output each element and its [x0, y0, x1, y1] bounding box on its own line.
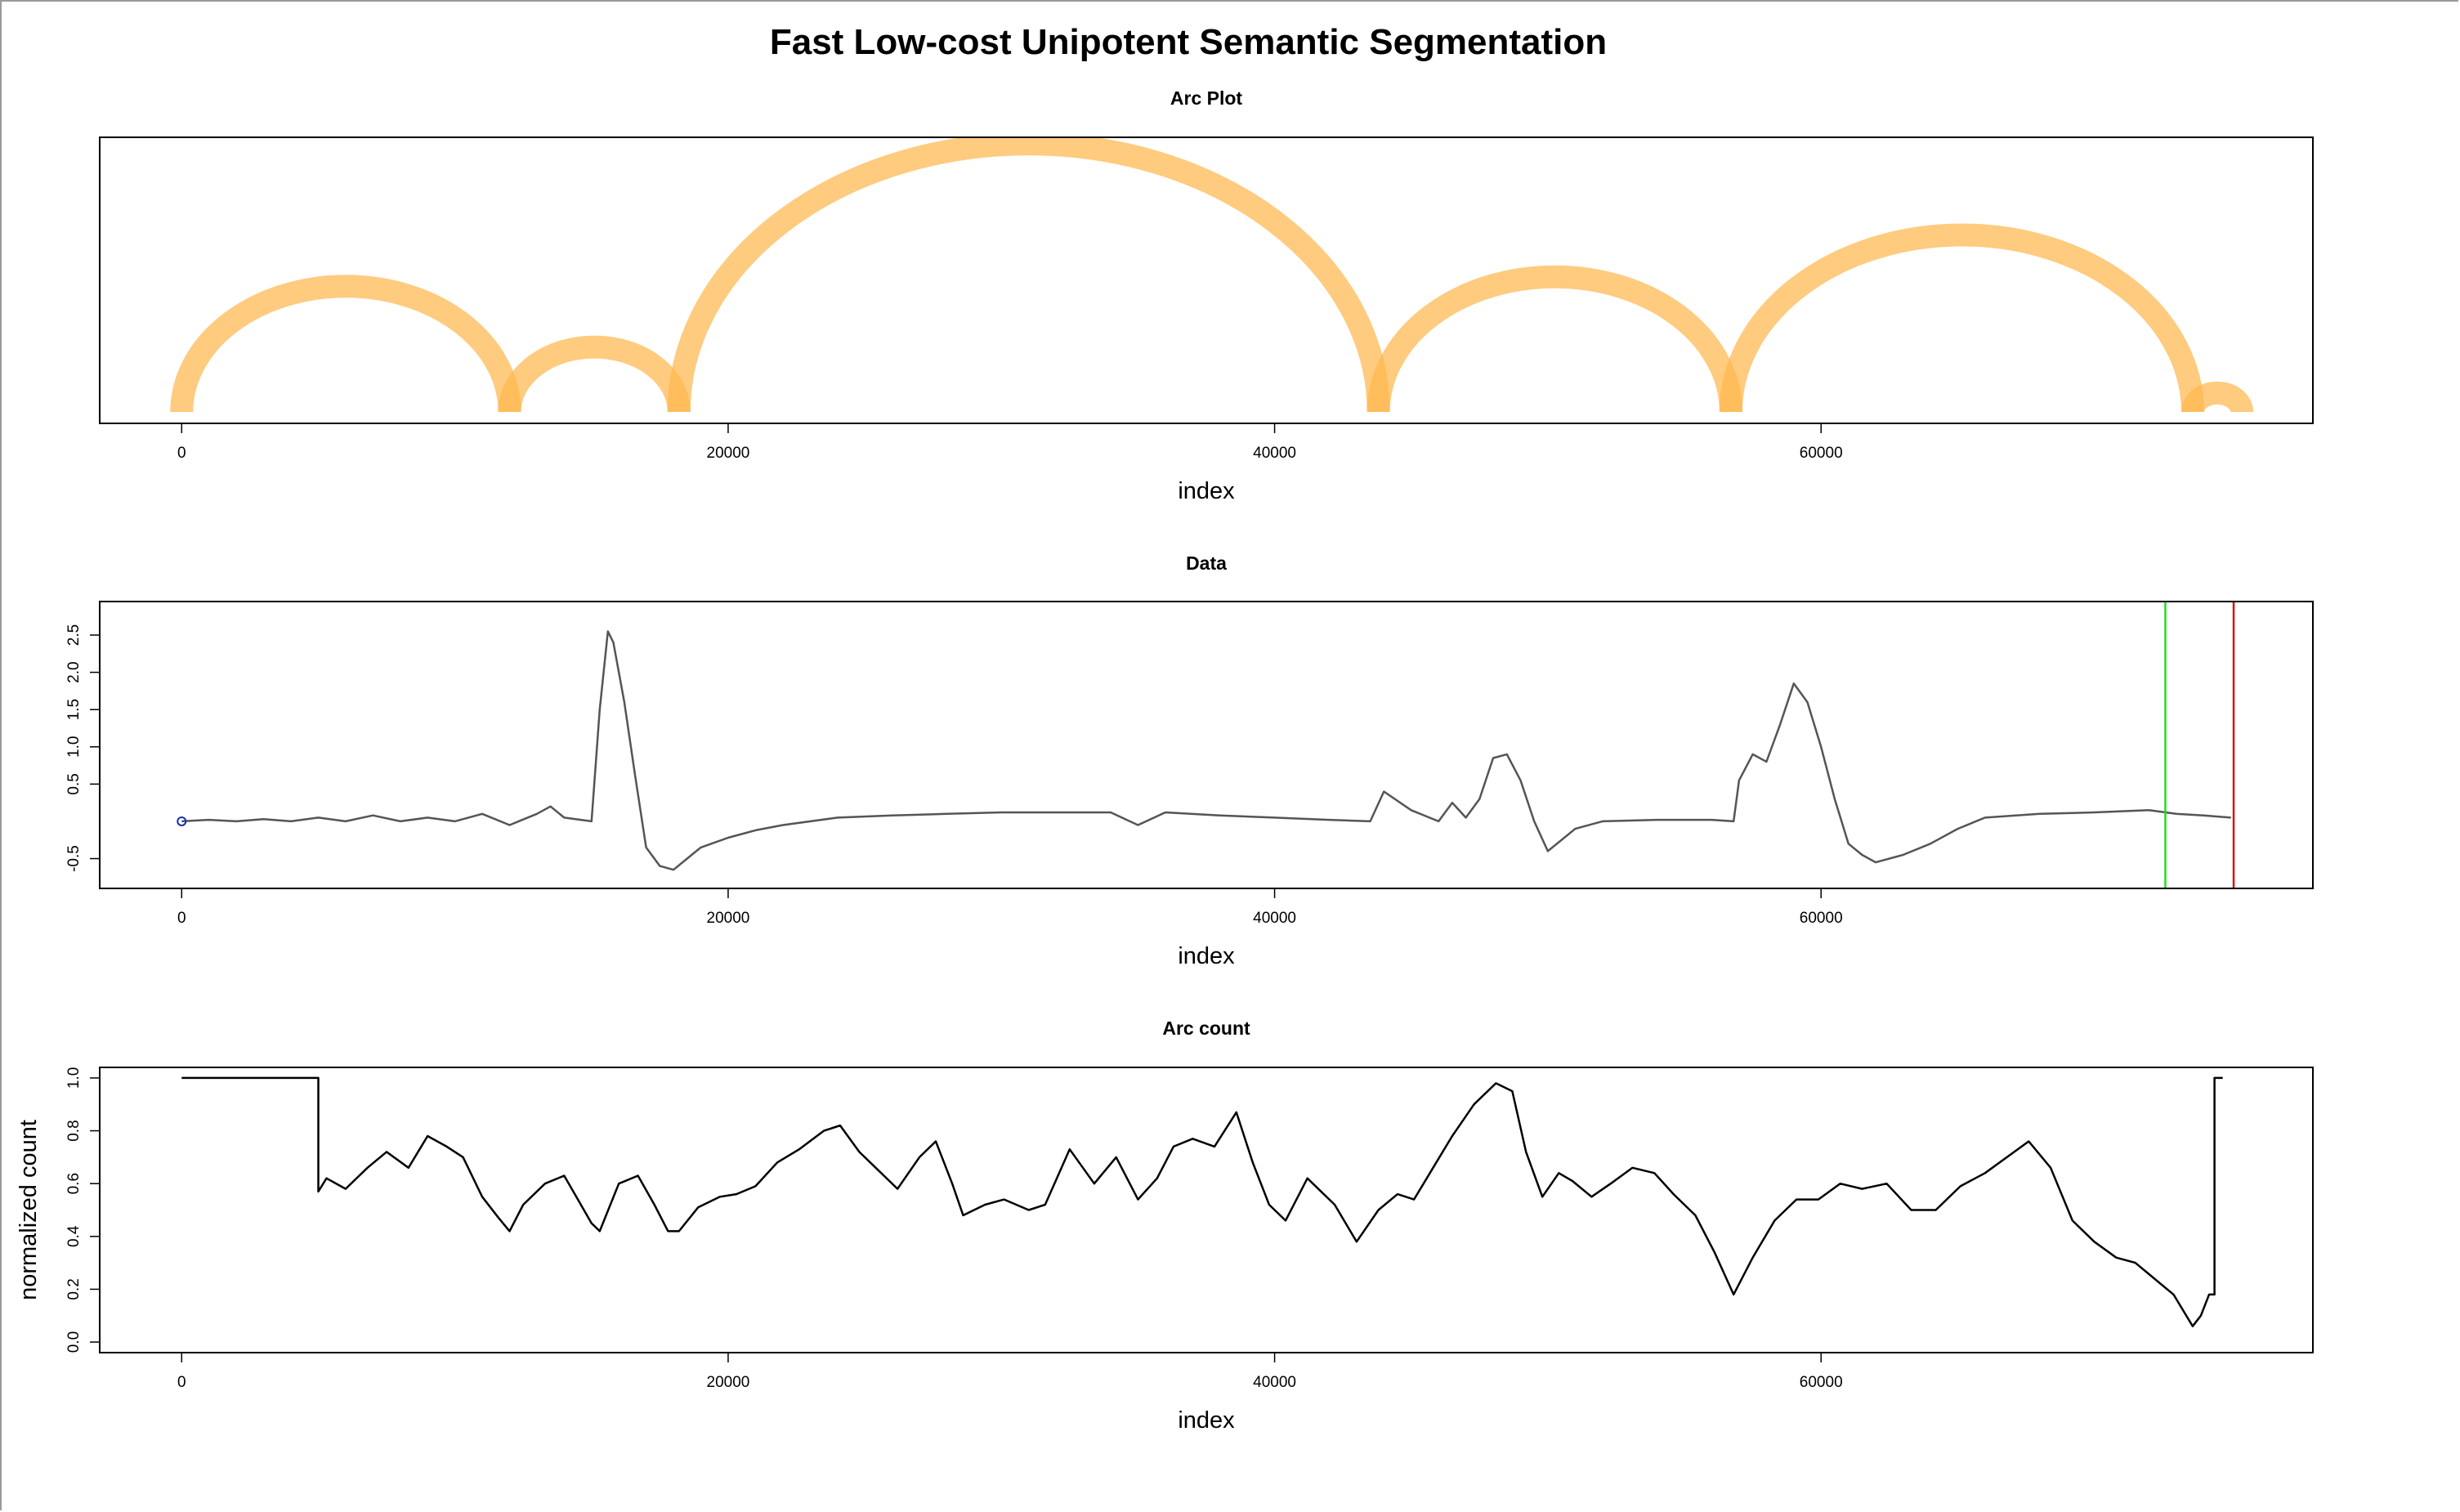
x-tick-label: 40000: [1253, 1374, 1296, 1391]
plot-box: [99, 136, 2314, 424]
series-line: [181, 1076, 2223, 1327]
arc: [1366, 265, 1742, 413]
y-tick-label: 2.0: [65, 661, 83, 682]
figure-title: Fast Low-cost Unipotent Semantic Segment…: [770, 22, 1607, 62]
arc: [170, 275, 521, 413]
x-tick-label: 20000: [707, 1374, 750, 1391]
start-marker: [177, 816, 187, 826]
arc: [498, 335, 691, 413]
arc: [667, 137, 1390, 413]
y-tick-label: 0.8: [65, 1120, 83, 1141]
panel-title: Arc Plot: [1170, 87, 1243, 109]
panel-title: Arc count: [1162, 1018, 1250, 1039]
x-tick-label: 0: [177, 1374, 186, 1391]
series-line: [181, 630, 2231, 871]
y-tick-label: 0.4: [65, 1225, 83, 1247]
plot-box: [99, 1067, 2314, 1353]
y-tick-label: 0.0: [65, 1331, 83, 1353]
panel-title: Data: [1186, 552, 1227, 574]
arcs-group: [170, 137, 2254, 414]
y-tick-label: -0.5: [65, 845, 83, 872]
plot-box: [99, 601, 2314, 889]
x-tick-label: 40000: [1253, 445, 1296, 462]
x-axis-label: index: [1178, 1407, 1235, 1434]
x-axis-label: index: [1178, 943, 1235, 969]
arc-plot-panel: Arc Plot 0 20000 40000 60000 index: [99, 87, 2314, 504]
y-tick-label: 1.0: [65, 736, 83, 758]
arc: [2180, 382, 2254, 414]
x-tick-label: 60000: [1800, 445, 1843, 462]
y-tick-label: 2.5: [65, 624, 83, 646]
arc: [1719, 224, 2204, 413]
y-tick-label: 1.0: [65, 1067, 83, 1089]
x-tick-label: 20000: [707, 445, 750, 462]
y-tick-label: 0.2: [65, 1278, 83, 1300]
x-tick-label: 0: [177, 445, 186, 462]
x-tick-label: 60000: [1800, 1374, 1843, 1391]
y-tick-label: 1.5: [65, 699, 83, 720]
x-tick-label: 40000: [1253, 910, 1296, 927]
x-axis-label: index: [1178, 478, 1235, 504]
series-group: [181, 1076, 2223, 1327]
x-tick-label: 60000: [1800, 910, 1843, 927]
y-axis-label: normalized count: [16, 1120, 42, 1300]
x-tick-label: 20000: [707, 910, 750, 927]
y-tick-label: 0.5: [65, 773, 83, 794]
data-panel: Data 0 20000 40000 60000 index -0.5 0.5 1.0 1.5 2.…: [65, 552, 2314, 969]
arc-count-panel: Arc count 0 20000 40000 60000 index 0.0 0.2 0.4 0…: [16, 1018, 2314, 1434]
series-group: [177, 602, 2235, 888]
x-tick-label: 0: [177, 910, 186, 927]
y-tick-label: 0.6: [65, 1173, 83, 1194]
